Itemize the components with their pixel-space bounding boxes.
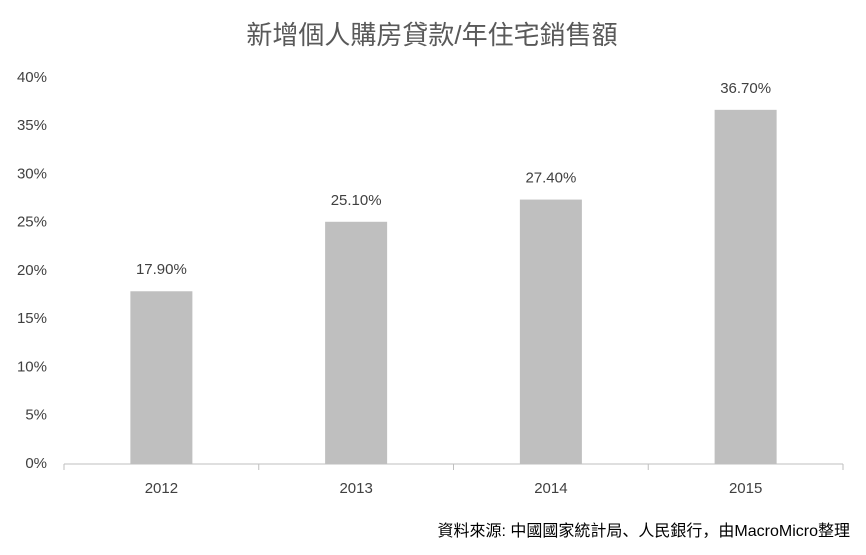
bar: [714, 109, 777, 464]
source-note: 資料來源: 中國國家統計局、人民銀行，由MacroMicro整理: [438, 522, 850, 540]
chart-title: 新增個人購房貸款/年住宅銷售額: [246, 20, 617, 50]
y-tick-label: 20%: [17, 262, 47, 279]
x-tick-label: 2012: [145, 480, 178, 497]
y-tick-label: 40%: [17, 69, 47, 86]
bar: [325, 221, 388, 464]
value-label: 17.90%: [136, 261, 187, 278]
bar: [519, 199, 582, 464]
value-label: 25.10%: [331, 192, 382, 209]
y-tick-label: 35%: [17, 117, 47, 134]
y-tick-label: 30%: [17, 165, 47, 182]
y-tick-label: 25%: [17, 214, 47, 231]
x-tick-label: 2014: [534, 480, 567, 497]
value-label: 27.40%: [525, 170, 576, 187]
y-tick-label: 0%: [25, 455, 47, 472]
y-tick-label: 5%: [25, 407, 47, 424]
y-tick-label: 10%: [17, 358, 47, 375]
x-tick-label: 2015: [729, 480, 762, 497]
bar: [130, 291, 193, 464]
y-tick-label: 15%: [17, 310, 47, 327]
value-label: 36.70%: [720, 80, 771, 97]
x-tick-label: 2013: [339, 480, 372, 497]
